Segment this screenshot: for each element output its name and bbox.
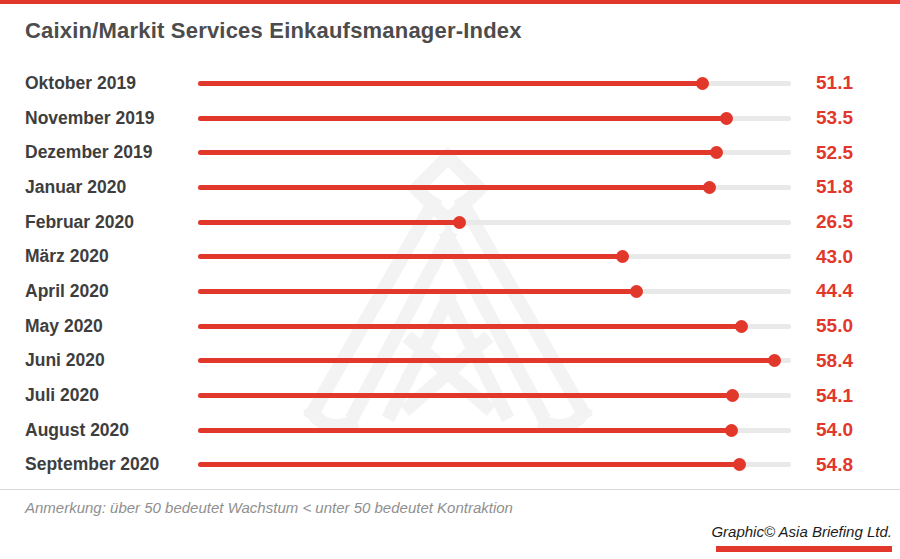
row-dot: [453, 216, 466, 229]
row-label: August 2020: [25, 420, 198, 441]
top-accent-rule: [0, 0, 900, 4]
row-bar: [198, 462, 740, 467]
row-dot: [630, 285, 643, 298]
row-label: Juni 2020: [25, 350, 198, 371]
chart-row: Juli 2020 54.1: [25, 378, 885, 413]
row-dot: [616, 250, 629, 263]
row-label: April 2020: [25, 281, 198, 302]
row-track: [198, 393, 791, 398]
row-value: 55.0: [816, 315, 853, 337]
chart-row: Januar 2020 51.8: [25, 170, 885, 205]
row-bar: [198, 358, 775, 363]
row-label: Oktober 2019: [25, 73, 198, 94]
row-dot: [725, 424, 738, 437]
row-track: [198, 289, 791, 294]
row-track: [198, 220, 791, 225]
chart-row: May 2020 55.0: [25, 309, 885, 344]
row-label: November 2019: [25, 108, 198, 129]
row-value: 53.5: [816, 107, 853, 129]
row-dot: [733, 458, 746, 471]
row-dot: [696, 77, 709, 90]
row-bar: [198, 185, 710, 190]
row-track: [198, 358, 791, 363]
row-label: Februar 2020: [25, 212, 198, 233]
row-value: 54.0: [816, 419, 853, 441]
row-value: 26.5: [816, 211, 853, 233]
footer-separator-line: [0, 489, 900, 490]
chart-footnote: Anmerkung: über 50 bedeutet Wachstum < u…: [25, 499, 513, 516]
row-track: [198, 324, 791, 329]
row-bar: [198, 254, 623, 259]
row-dot: [720, 112, 733, 125]
row-label: September 2020: [25, 454, 198, 475]
row-value: 52.5: [816, 142, 853, 164]
row-bar: [198, 324, 742, 329]
chart-row: September 2020 54.8: [25, 448, 885, 483]
chart-rows: Oktober 2019 51.1 November 2019 53.5 Dez…: [25, 66, 885, 482]
row-bar: [198, 220, 460, 225]
row-label: Juli 2020: [25, 385, 198, 406]
row-bar: [198, 289, 637, 294]
row-track: [198, 428, 791, 433]
row-dot: [726, 389, 739, 402]
row-track: [198, 462, 791, 467]
chart-row: März 2020 43.0: [25, 239, 885, 274]
row-bar: [198, 428, 732, 433]
row-value: 58.4: [816, 350, 853, 372]
row-track: [198, 116, 791, 121]
row-track: [198, 185, 791, 190]
page-title: Caixin/Markit Services Einkaufsmanager-I…: [25, 18, 522, 44]
row-bar: [198, 116, 727, 121]
row-value: 54.1: [816, 385, 853, 407]
chart-row: Februar 2020 26.5: [25, 205, 885, 240]
row-dot: [768, 354, 781, 367]
row-value: 51.8: [816, 176, 853, 198]
row-dot: [735, 320, 748, 333]
chart-row: Dezember 2019 52.5: [25, 135, 885, 170]
chart-row: Juni 2020 58.4: [25, 344, 885, 379]
row-label: Dezember 2019: [25, 142, 198, 163]
row-value: 44.4: [816, 280, 853, 302]
row-value: 51.1: [816, 72, 853, 94]
row-dot: [703, 181, 716, 194]
row-label: Januar 2020: [25, 177, 198, 198]
row-bar: [198, 393, 733, 398]
chart-row: April 2020 44.4: [25, 274, 885, 309]
row-label: May 2020: [25, 316, 198, 337]
row-value: 54.8: [816, 454, 853, 476]
chart-row: November 2019 53.5: [25, 101, 885, 136]
chart-row: Oktober 2019 51.1: [25, 66, 885, 101]
row-value: 43.0: [816, 246, 853, 268]
row-track: [198, 150, 791, 155]
row-track: [198, 81, 791, 86]
credit-accent-rule: [716, 546, 892, 552]
row-bar: [198, 150, 717, 155]
row-track: [198, 254, 791, 259]
graphic-credit: Graphic© Asia Briefing Ltd.: [711, 523, 892, 540]
row-bar: [198, 81, 703, 86]
lollipop-chart: Oktober 2019 51.1 November 2019 53.5 Dez…: [25, 66, 885, 482]
row-label: März 2020: [25, 246, 198, 267]
row-dot: [710, 146, 723, 159]
chart-row: August 2020 54.0: [25, 413, 885, 448]
chart-page: Caixin/Markit Services Einkaufsmanager-I…: [0, 0, 900, 559]
